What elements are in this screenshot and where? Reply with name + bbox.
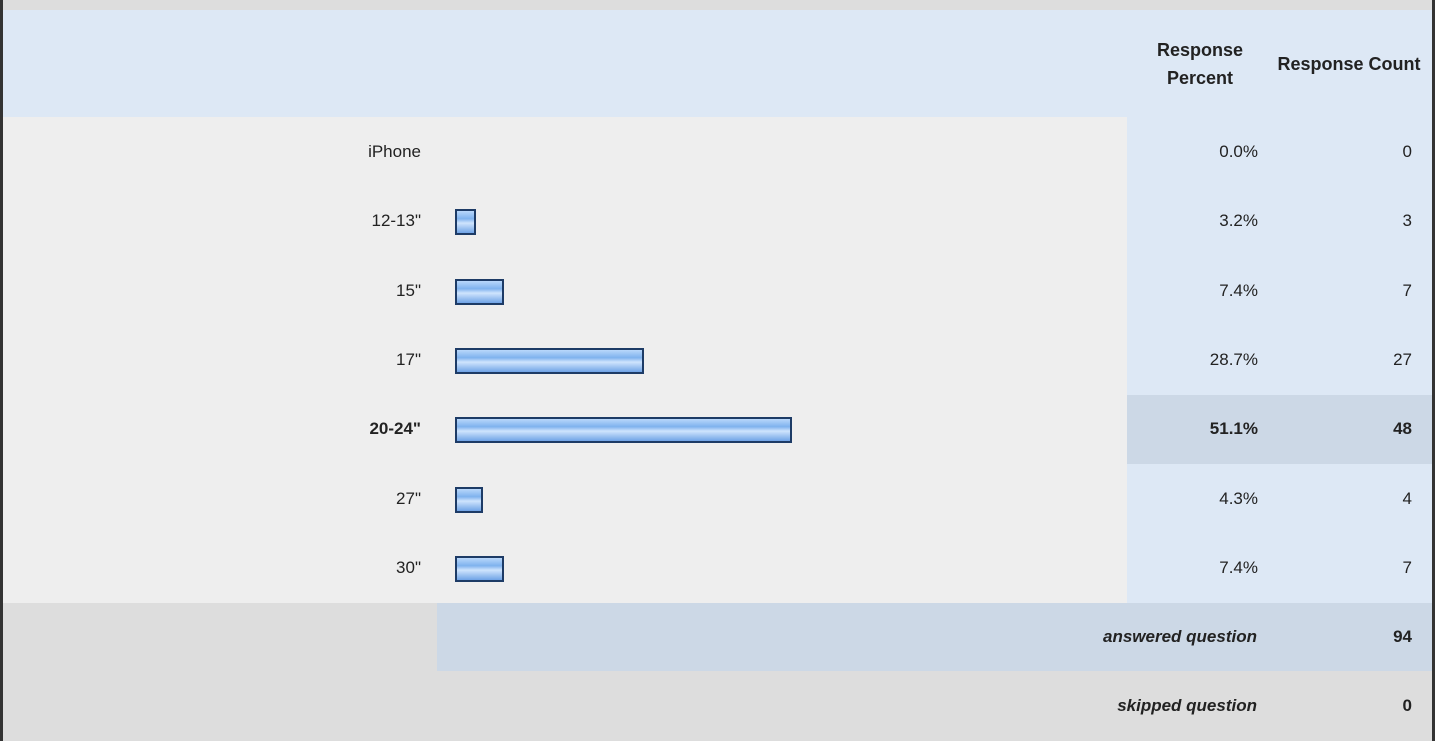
highlight-cell [1127, 394, 1432, 465]
row-label: 27" [396, 488, 421, 508]
header-row [3, 10, 1432, 117]
row-label: 30" [396, 558, 421, 578]
percent: 7.4% [1219, 558, 1258, 578]
percent: 7.4% [1219, 280, 1258, 300]
row-label: 20-24" [369, 419, 421, 439]
row-label: 17" [396, 349, 421, 369]
count: 7 [1402, 558, 1412, 578]
count: 7 [1402, 280, 1412, 300]
value-columns [1127, 117, 1432, 603]
count: 48 [1393, 419, 1412, 439]
skipped-label: skipped question [1117, 696, 1257, 715]
bar [455, 209, 477, 236]
skipped-count: 0 [1402, 696, 1412, 715]
bar [455, 486, 484, 513]
answered-count: 94 [1393, 627, 1412, 646]
column-header: Response Count [1277, 53, 1421, 74]
bar [455, 417, 793, 444]
percent: 0.0% [1219, 141, 1258, 161]
bar [455, 278, 504, 305]
count: 27 [1393, 349, 1412, 369]
percent: 51.1% [1209, 419, 1258, 439]
bar [455, 556, 504, 583]
column-header: Response Percent [1156, 39, 1244, 88]
row-label: iPhone [368, 141, 421, 161]
percent: 28.7% [1209, 349, 1258, 369]
right-border [1432, 0, 1435, 741]
percent: 3.2% [1219, 211, 1258, 231]
answered-label: answered question [1103, 627, 1257, 646]
answered-row [437, 603, 1432, 671]
percent: 4.3% [1219, 488, 1258, 508]
left-border [0, 0, 3, 741]
row-label: 15" [396, 280, 421, 300]
bar [455, 348, 645, 374]
row-label: 12-13" [371, 211, 421, 231]
count: 0 [1402, 141, 1412, 161]
count: 3 [1402, 211, 1412, 231]
count: 4 [1402, 488, 1412, 508]
